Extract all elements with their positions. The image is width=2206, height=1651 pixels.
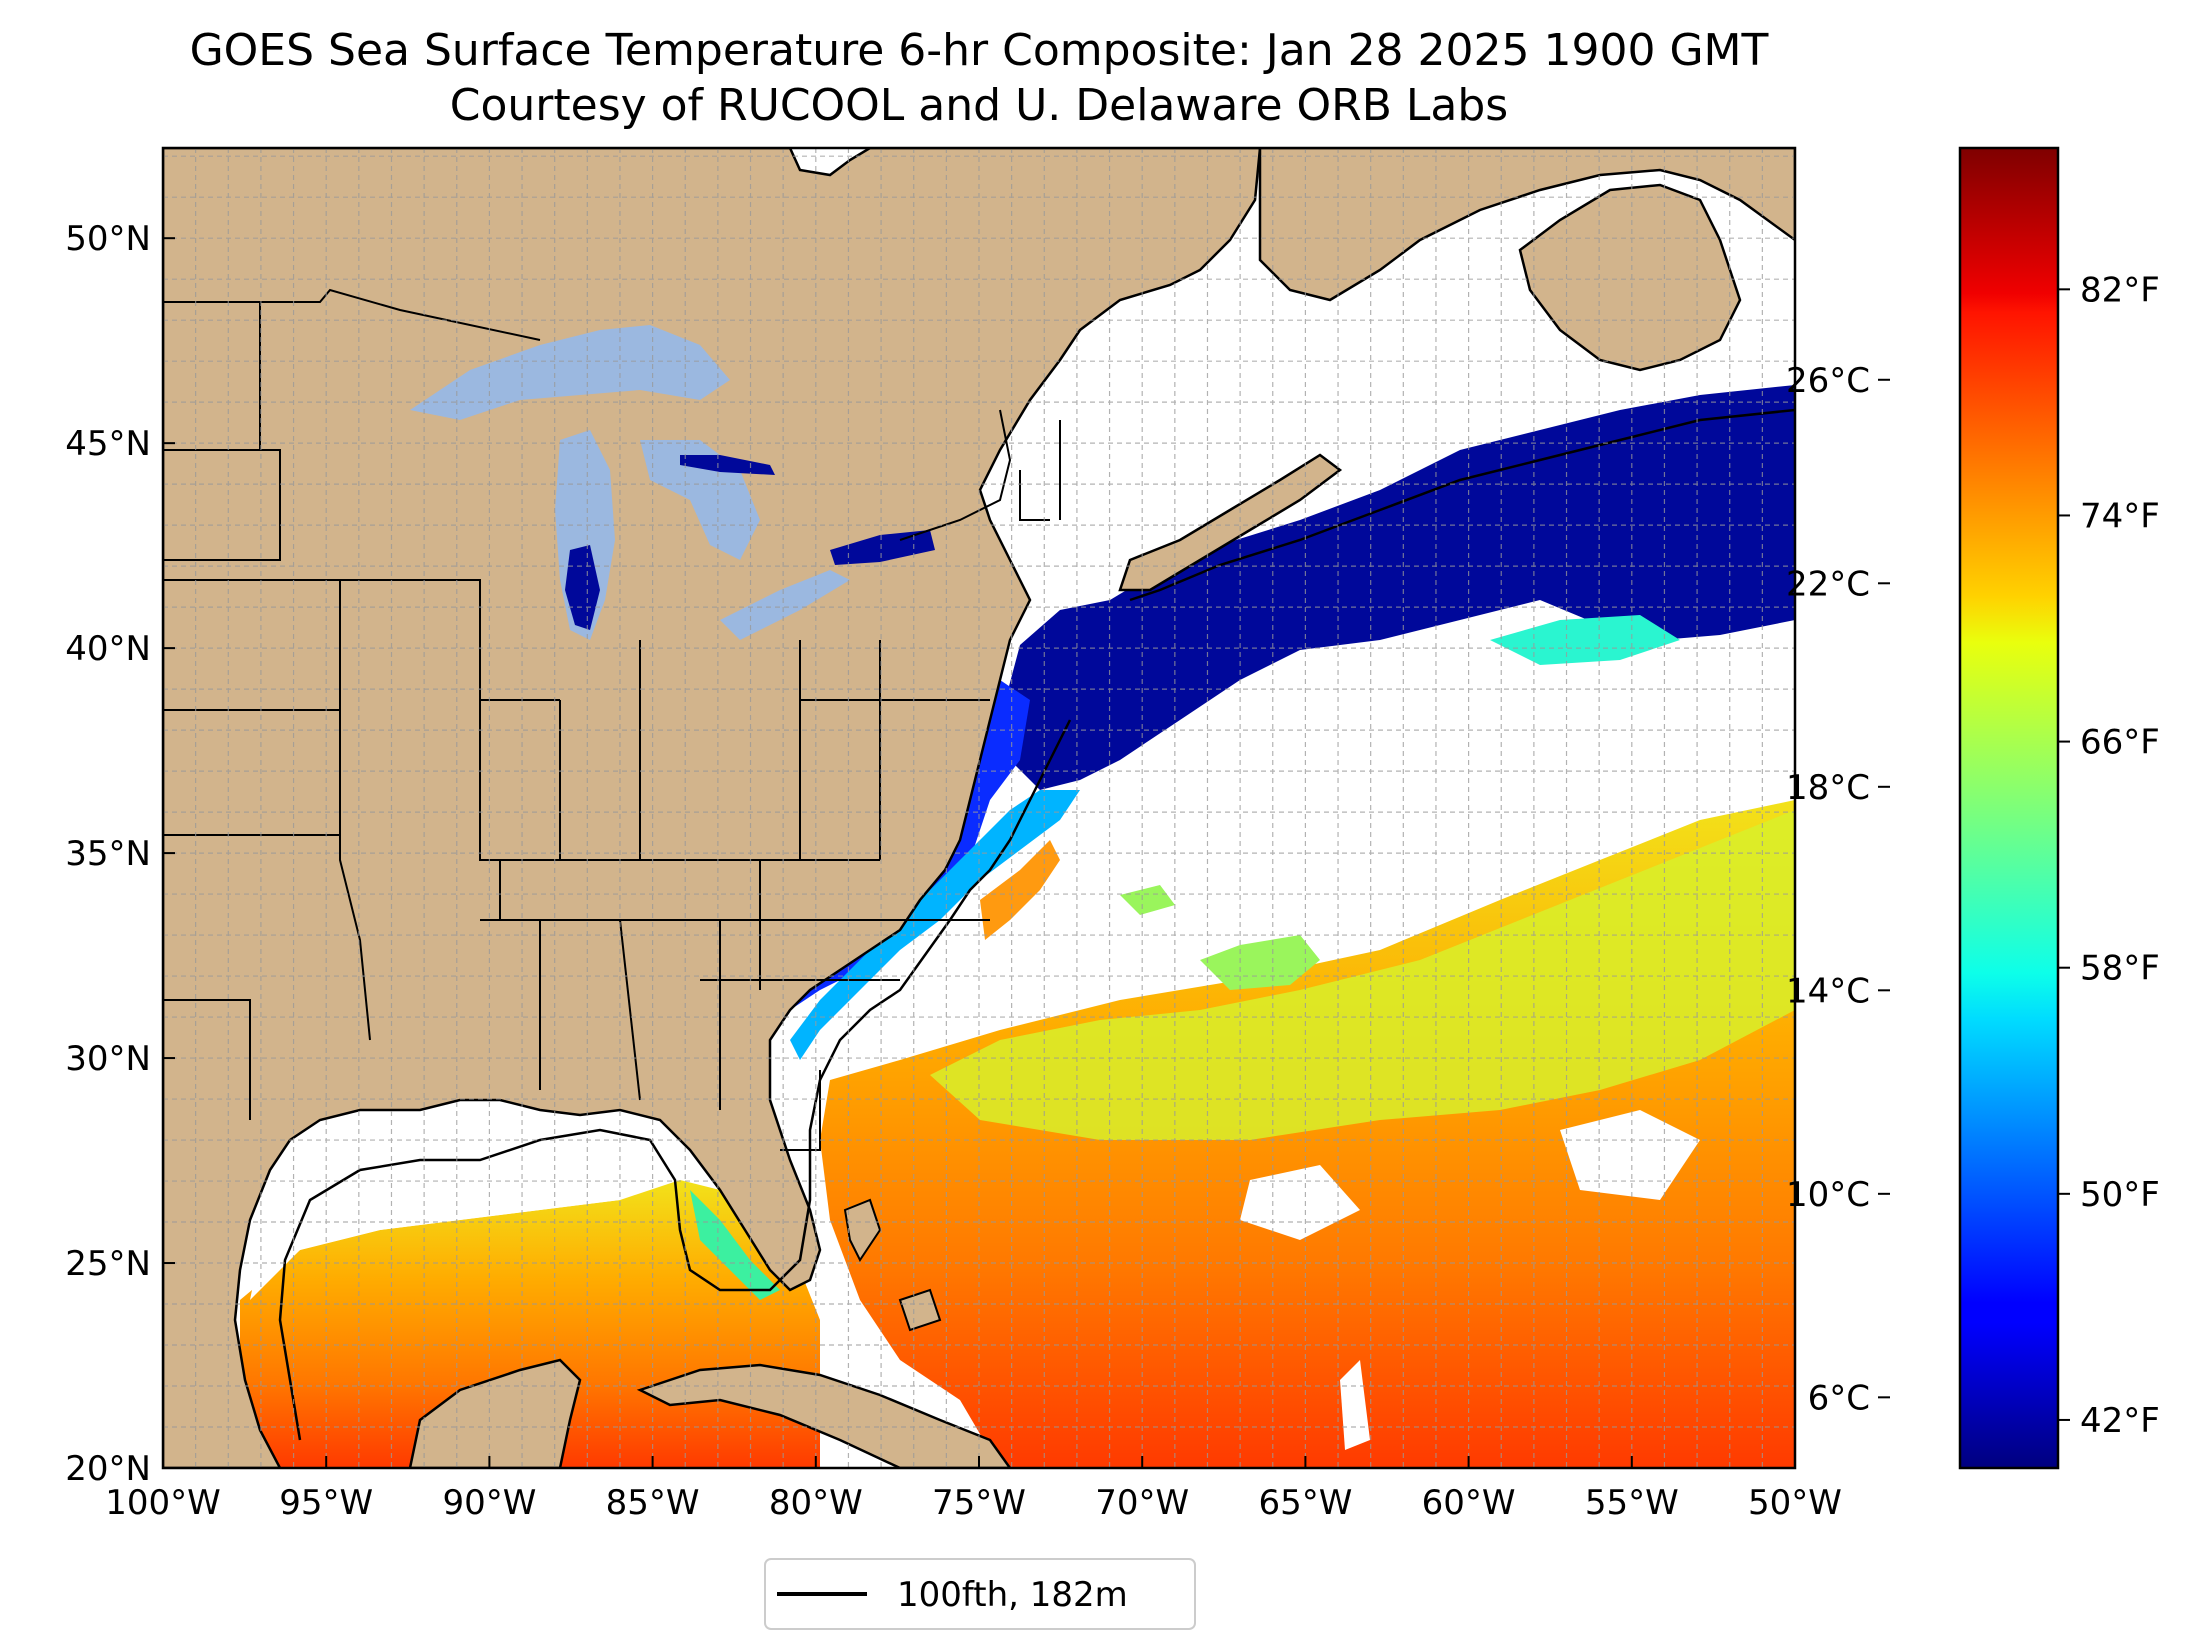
sst-green-patch-2: [1120, 885, 1175, 915]
colorbar-f-label: 66°F: [2080, 723, 2160, 763]
map-title-line2: Courtesy of RUCOOL and U. Delaware ORB L…: [450, 80, 1508, 131]
lon-tick-label: 65°W: [1258, 1483, 1352, 1523]
colorbar-f-label: 42°F: [2080, 1401, 2160, 1441]
lon-tick-labels: 100°W 95°W 90°W 85°W 80°W 75°W 70°W 65°W 60°W 55°…: [105, 1483, 1842, 1523]
land-cuba: [636, 1363, 1012, 1468]
tick-marks: [163, 237, 1795, 1468]
political-boundaries: [163, 288, 1061, 1151]
lon-tick-label: 95°W: [279, 1483, 373, 1523]
land-bahamas: [843, 1198, 882, 1262]
land-layer: [163, 148, 1795, 1468]
legend-label: 100fth, 182m: [897, 1575, 1128, 1615]
colorbar-gradient: [1960, 148, 2058, 1468]
lat-tick-label: 45°N: [65, 424, 151, 464]
gridlines: [163, 148, 1795, 1468]
colorbar-c-label: 22°C: [1786, 564, 1870, 604]
no-data-gulf: [250, 1100, 620, 1300]
lon-tick-label: 50°W: [1748, 1483, 1842, 1523]
lake-michigan-cold: [565, 545, 600, 630]
colorbar: 42°F 50°F 58°F 66°F 74°F 82°F 6°C 10°C 14°C 18°C…: [1786, 146, 2160, 1470]
colorbar-c-label: 10°C: [1786, 1175, 1870, 1215]
land-yucatan: [408, 1358, 582, 1468]
lake-superior-cold: [680, 455, 775, 475]
lake-ontario: [830, 530, 935, 565]
colorbar-frame: [1958, 146, 2060, 1470]
colorbar-f-label: 50°F: [2080, 1175, 2160, 1215]
lat-tick-label: 50°N: [65, 219, 151, 259]
land-north-america: [163, 148, 1262, 1468]
lat-tick-label: 40°N: [65, 629, 151, 669]
lake-erie: [720, 570, 850, 640]
colorbar-c-ticks: 6°C 10°C 14°C 18°C 22°C 26°C: [1786, 361, 1890, 1418]
lat-tick-label: 35°N: [65, 834, 151, 874]
lake-superior: [410, 325, 730, 420]
lon-tick-label: 80°W: [769, 1483, 863, 1523]
colorbar-f-label: 58°F: [2080, 949, 2160, 989]
lat-tick-label: 30°N: [65, 1039, 151, 1079]
lon-tick-label: 60°W: [1422, 1483, 1516, 1523]
map-frame: [161, 146, 1797, 1470]
colorbar-f-ticks: 42°F 50°F 58°F 66°F 74°F 82°F: [2058, 270, 2160, 1441]
sst-cyan-patch: [1490, 615, 1680, 665]
lat-tick-label: 25°N: [65, 1244, 151, 1284]
land-quebec-north: [1258, 148, 1795, 302]
map-title-line1: GOES Sea Surface Temperature 6-hr Compos…: [190, 25, 1769, 76]
legend-box: [764, 1558, 1196, 1630]
lon-tick-label: 55°W: [1585, 1483, 1679, 1523]
colorbar-c-label: 18°C: [1786, 768, 1870, 808]
sst-gulf-stream: [980, 840, 1060, 940]
lon-tick-label: 85°W: [606, 1483, 700, 1523]
lon-tick-label: 70°W: [1095, 1483, 1189, 1523]
sst-gulf-shelf-green: [690, 1190, 780, 1300]
legend: 100fth, 182m: [764, 1558, 1196, 1630]
lat-tick-labels: 20°N 25°N 30°N 35°N 40°N 45°N 50°N: [65, 219, 151, 1489]
colorbar-f-label: 82°F: [2080, 270, 2160, 310]
lon-tick-label: 75°W: [932, 1483, 1026, 1523]
isobath-100fth: [278, 408, 1795, 1441]
colorbar-c-label: 14°C: [1786, 971, 1870, 1011]
lat-tick-label: 20°N: [65, 1449, 151, 1489]
no-data-patch-3: [1240, 1165, 1360, 1240]
map-area: [163, 148, 1795, 1468]
land-bahamas-2: [898, 1288, 942, 1332]
great-lakes: [410, 325, 935, 640]
lon-tick-label: 90°W: [442, 1483, 536, 1523]
colorbar-f-label: 74°F: [2080, 496, 2160, 536]
lon-tick-label: 100°W: [105, 1483, 221, 1523]
colorbar-c-label: 26°C: [1786, 361, 1870, 401]
colorbar-c-label: 6°C: [1808, 1378, 1870, 1418]
sst-cool-shelf-edge: [790, 790, 1080, 1060]
